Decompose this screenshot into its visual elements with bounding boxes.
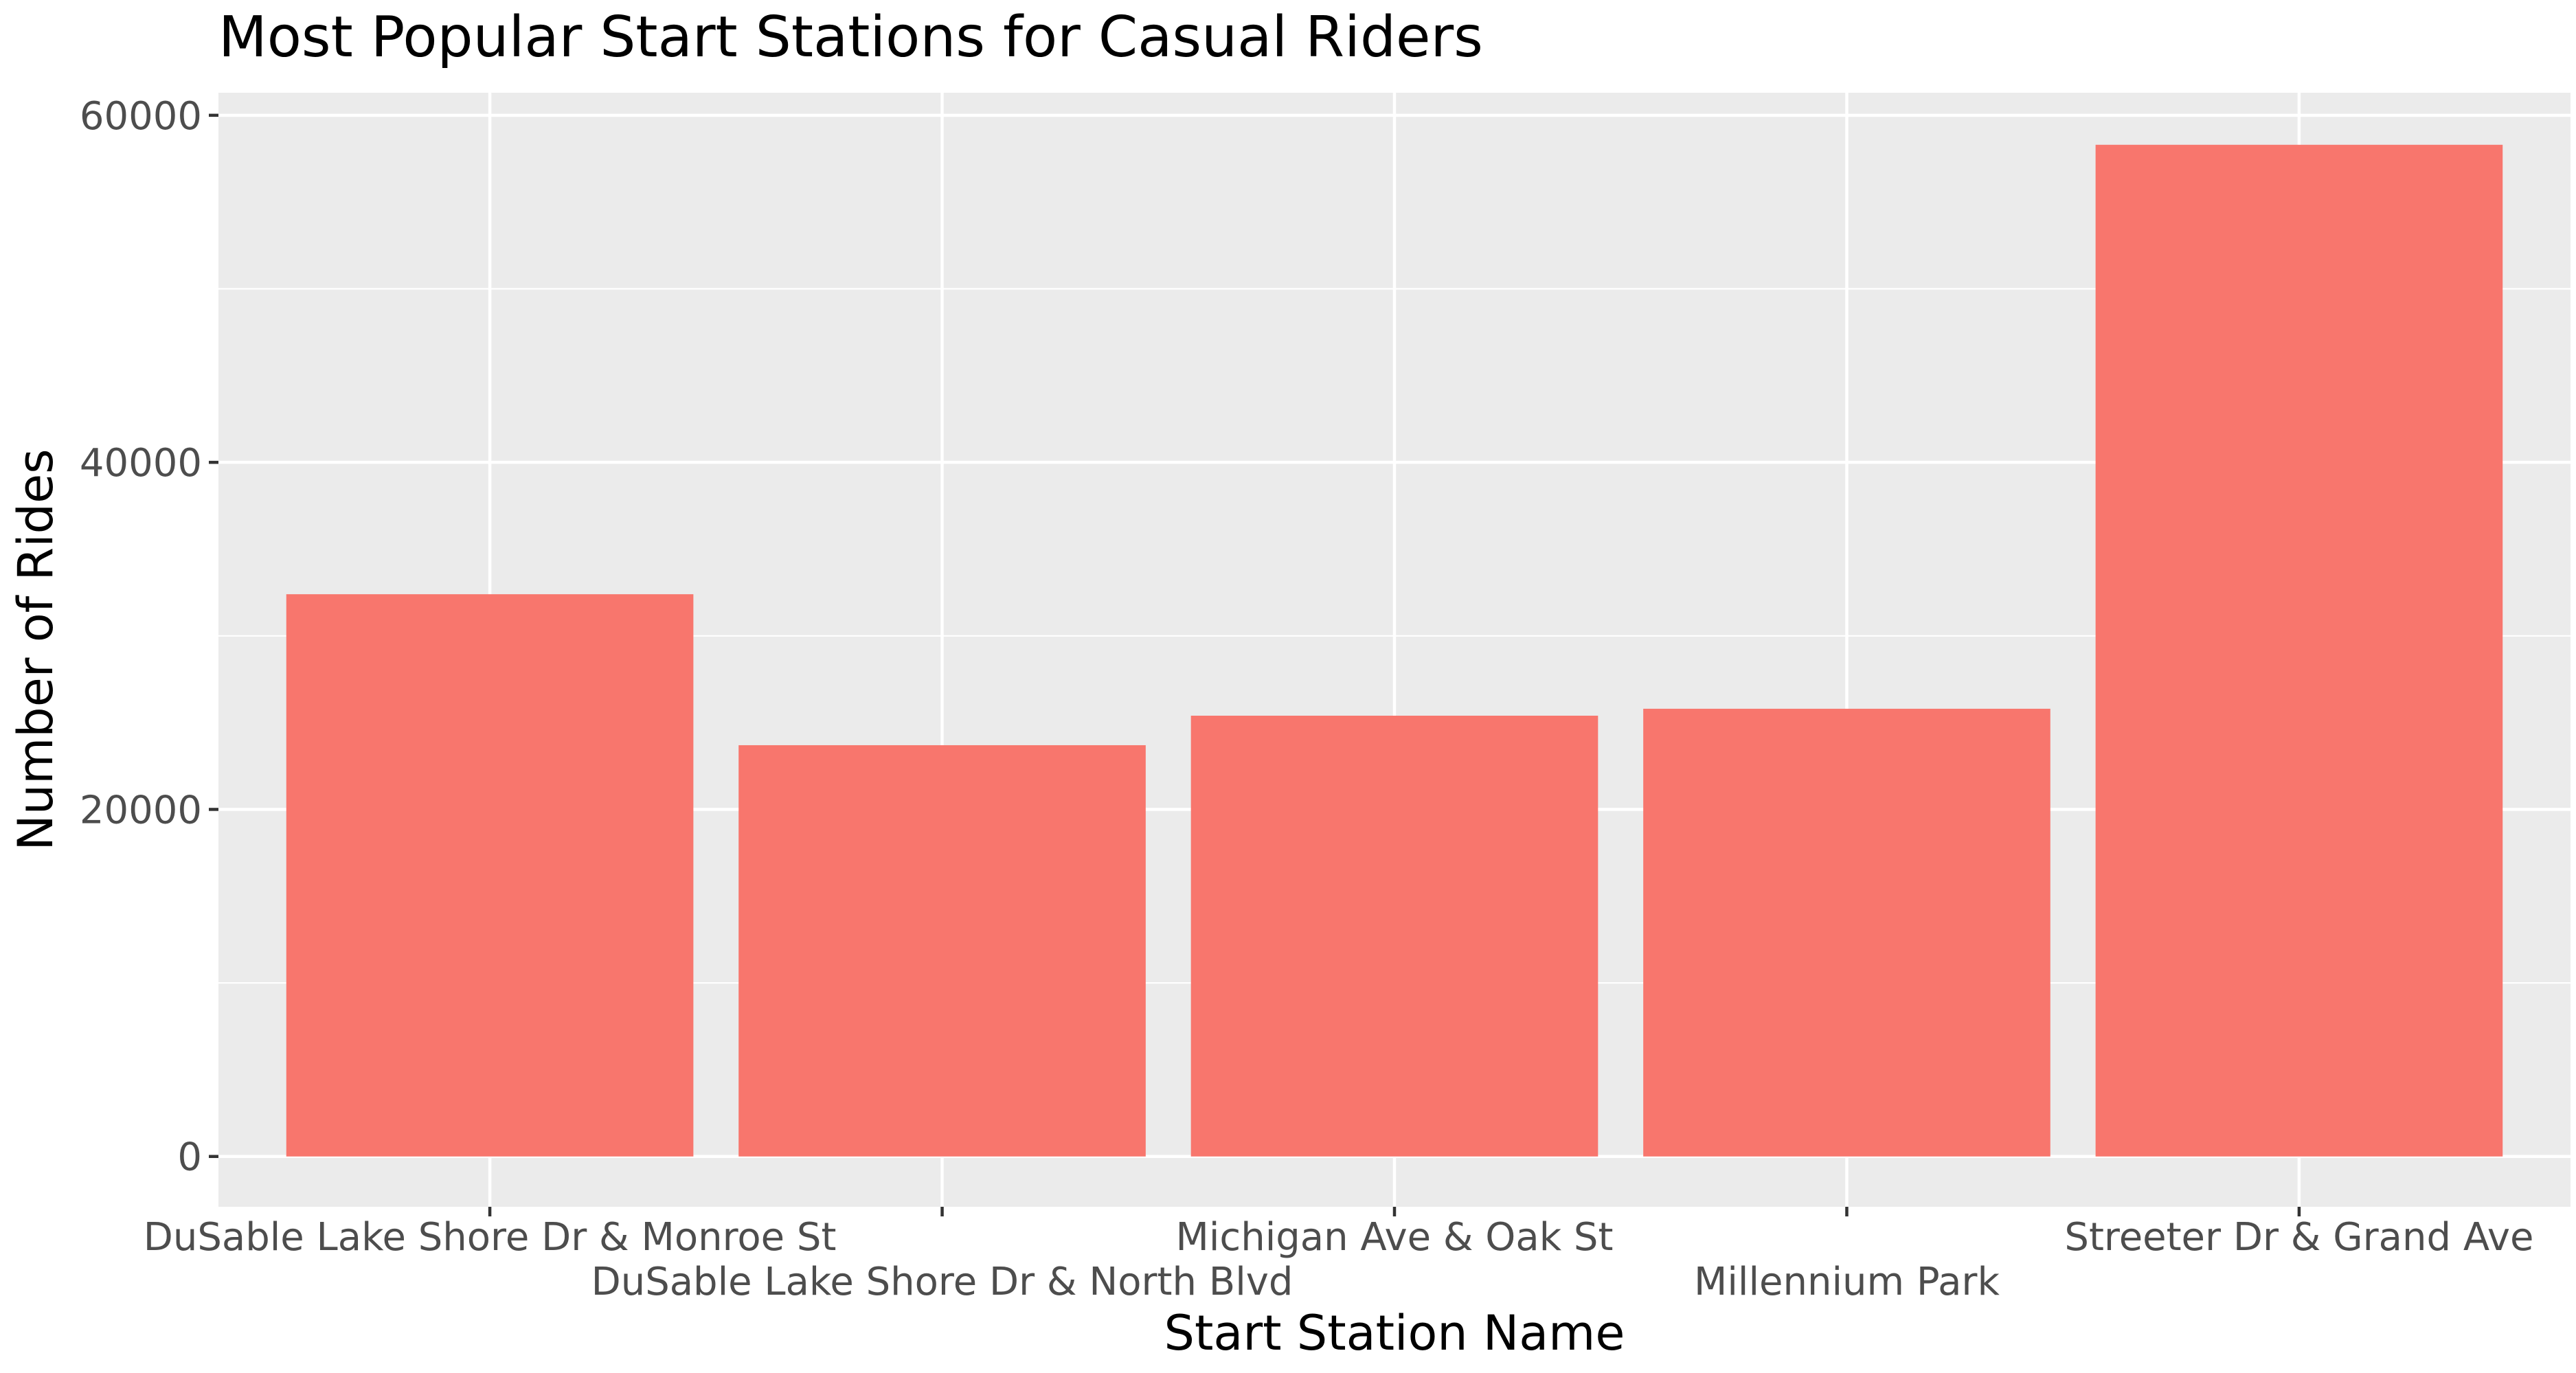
x-tick-label: Michigan Ave & Oak St xyxy=(1176,1215,1614,1260)
x-axis-title: Start Station Name xyxy=(1164,1305,1625,1361)
bar xyxy=(1190,716,1598,1157)
bar xyxy=(2095,144,2503,1157)
y-tick-label: 40000 xyxy=(80,441,202,486)
y-axis: 0 20000 40000 60000 xyxy=(80,94,218,1180)
x-tick-label: Millennium Park xyxy=(1694,1260,2000,1304)
y-tick-label: 60000 xyxy=(80,94,202,139)
y-axis-title: Number of Rides xyxy=(8,449,64,850)
bars xyxy=(286,144,2503,1157)
bar xyxy=(286,594,694,1157)
chart-title: Most Popular Start Stations for Casual R… xyxy=(218,5,1483,70)
x-axis: DuSable Lake Shore Dr & Monroe StDuSable… xyxy=(144,1207,2533,1304)
x-tick-label: DuSable Lake Shore Dr & Monroe St xyxy=(144,1215,837,1260)
y-tick-label: 20000 xyxy=(80,788,202,832)
bar xyxy=(738,745,1146,1157)
y-tick-label: 0 xyxy=(177,1135,202,1180)
bar xyxy=(1643,708,2050,1157)
x-tick-label: DuSable Lake Shore Dr & North Blvd xyxy=(591,1260,1293,1304)
x-tick-label: Streeter Dr & Grand Ave xyxy=(2064,1215,2533,1260)
